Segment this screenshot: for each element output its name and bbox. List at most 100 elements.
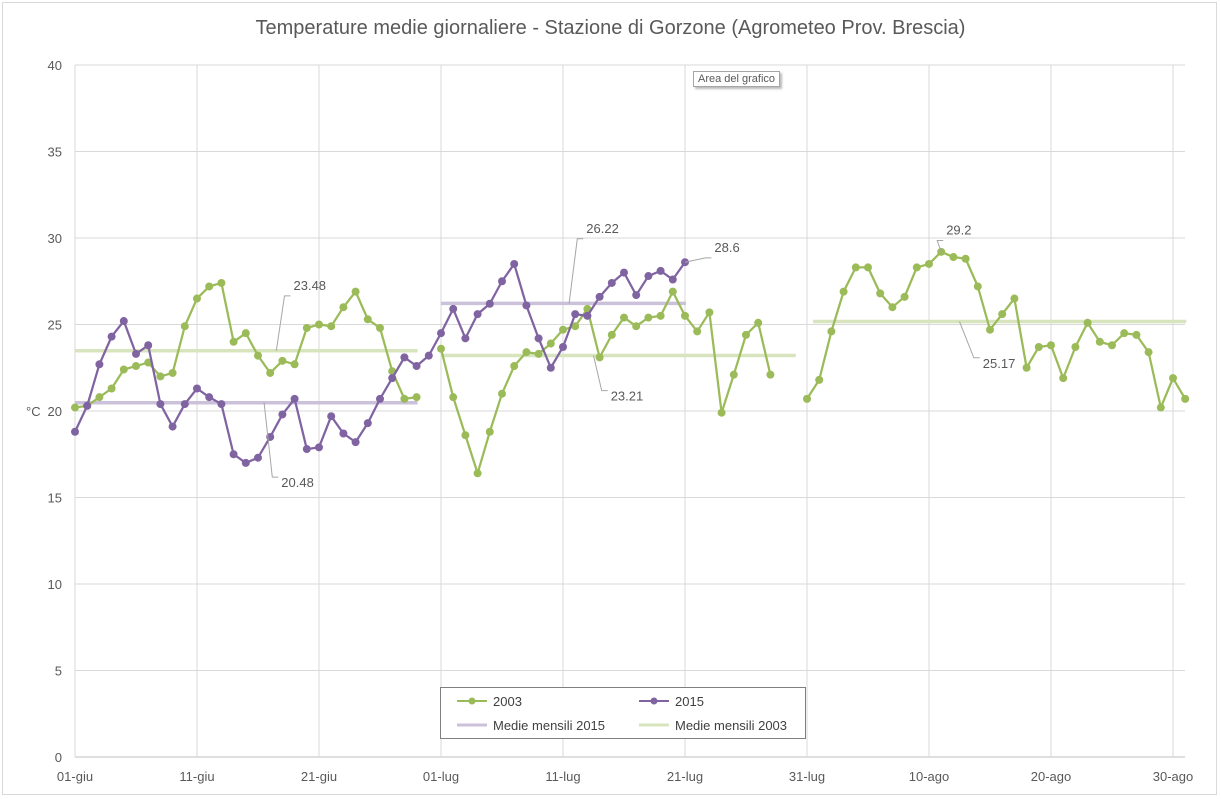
chart-area-tooltip: Area del grafico bbox=[693, 71, 781, 87]
data-point bbox=[363, 419, 372, 428]
data-point bbox=[729, 370, 738, 379]
series-line bbox=[73, 261, 686, 465]
data-point bbox=[485, 427, 494, 436]
data-point bbox=[498, 389, 506, 398]
data-point bbox=[949, 253, 958, 262]
series-2015 bbox=[71, 258, 689, 467]
series-2003 bbox=[71, 247, 1190, 478]
data-point bbox=[827, 327, 836, 336]
legend-item-2003[interactable]: 2003 bbox=[455, 692, 522, 710]
legend-item-2015[interactable]: 2015 bbox=[637, 692, 704, 710]
data-point bbox=[132, 349, 140, 358]
chart-title: Temperature medie giornaliere - Stazione… bbox=[255, 17, 966, 39]
x-tick-label: 01-lug bbox=[423, 769, 459, 784]
legend-swatch-2015 bbox=[637, 694, 671, 708]
data-point bbox=[705, 308, 714, 317]
data-point bbox=[193, 384, 201, 393]
data-point bbox=[534, 334, 543, 343]
data-point bbox=[1132, 330, 1141, 339]
legend-item-medie-2003[interactable]: Medie mensili 2003 bbox=[637, 716, 787, 734]
data-point bbox=[461, 334, 470, 343]
legend-item-medie-2015[interactable]: Medie mensili 2015 bbox=[455, 716, 605, 734]
series-group bbox=[71, 247, 1190, 478]
x-tick-label: 21-lug bbox=[667, 769, 703, 784]
data-point bbox=[498, 277, 506, 286]
x-axis-ticks: 01-giu 11-giu 21-giu 01-lug 11-lug 21-lug 31-l… bbox=[57, 769, 1193, 784]
data-point bbox=[437, 329, 445, 338]
data-point bbox=[571, 322, 580, 331]
data-point bbox=[607, 278, 616, 287]
data-point bbox=[168, 422, 177, 431]
x-tick-label: 30-ago bbox=[1153, 769, 1193, 784]
leader-line bbox=[263, 402, 279, 478]
data-point bbox=[559, 342, 567, 351]
data-point bbox=[351, 287, 360, 296]
data-point bbox=[327, 322, 336, 331]
data-point bbox=[278, 356, 287, 365]
data-point bbox=[754, 318, 763, 327]
data-point bbox=[400, 394, 409, 403]
data-point bbox=[693, 327, 702, 336]
data-point bbox=[1108, 341, 1116, 350]
legend[interactable]: 2003 2015 Medie mensili 2015 Medie mensi… bbox=[440, 687, 806, 739]
data-point bbox=[241, 329, 250, 338]
data-point bbox=[1156, 403, 1165, 412]
data-point bbox=[290, 394, 299, 403]
series-line bbox=[806, 250, 1187, 409]
data-point bbox=[1047, 341, 1055, 350]
data-point bbox=[766, 370, 775, 379]
data-point bbox=[461, 431, 470, 440]
data-point bbox=[534, 349, 543, 358]
x-tick-label: 01-giu bbox=[57, 769, 93, 784]
data-point bbox=[107, 384, 116, 393]
data-point bbox=[571, 310, 580, 319]
series-line bbox=[74, 281, 417, 409]
data-point bbox=[71, 403, 79, 412]
data-point bbox=[193, 294, 201, 303]
data-point bbox=[595, 292, 604, 301]
legend-swatch-2003 bbox=[455, 694, 489, 708]
leader-line bbox=[275, 295, 291, 351]
y-tick-label: 25 bbox=[48, 318, 62, 333]
leader-line bbox=[936, 240, 944, 253]
data-point bbox=[180, 322, 189, 331]
data-point bbox=[864, 263, 872, 272]
data-label: 23.21 bbox=[611, 389, 644, 404]
data-point bbox=[1169, 374, 1177, 383]
data-point bbox=[900, 292, 909, 301]
data-point bbox=[302, 323, 311, 332]
data-point bbox=[1034, 342, 1043, 351]
data-point bbox=[876, 289, 885, 298]
legend-label: Medie mensili 2003 bbox=[675, 717, 788, 733]
data-point bbox=[620, 268, 628, 277]
data-point bbox=[973, 282, 982, 291]
data-point bbox=[546, 363, 555, 372]
legend-label: 2003 bbox=[493, 693, 522, 709]
y-tick-label: 35 bbox=[48, 145, 62, 160]
data-point bbox=[1181, 394, 1190, 403]
y-tick-label: 5 bbox=[55, 664, 62, 679]
data-label: 23.48 bbox=[294, 278, 327, 293]
data-point bbox=[107, 332, 116, 341]
series-medie-mensili-2015 bbox=[75, 301, 686, 405]
data-point bbox=[1083, 318, 1092, 327]
data-point bbox=[620, 313, 628, 322]
y-tick-label: 15 bbox=[48, 491, 62, 506]
data-point bbox=[132, 362, 140, 371]
data-point bbox=[473, 469, 482, 478]
data-point bbox=[156, 372, 165, 381]
data-point bbox=[205, 393, 214, 402]
data-point bbox=[339, 429, 348, 438]
data-point bbox=[205, 282, 214, 291]
x-tick-label: 21-giu bbox=[301, 769, 337, 784]
data-point bbox=[388, 374, 397, 383]
data-point bbox=[851, 263, 860, 272]
data-label: 28.6 bbox=[714, 240, 739, 255]
x-tick-label: 31-lug bbox=[789, 769, 825, 784]
data-point bbox=[266, 368, 275, 377]
data-point bbox=[644, 272, 653, 281]
data-point bbox=[229, 450, 238, 459]
data-point bbox=[925, 259, 933, 268]
